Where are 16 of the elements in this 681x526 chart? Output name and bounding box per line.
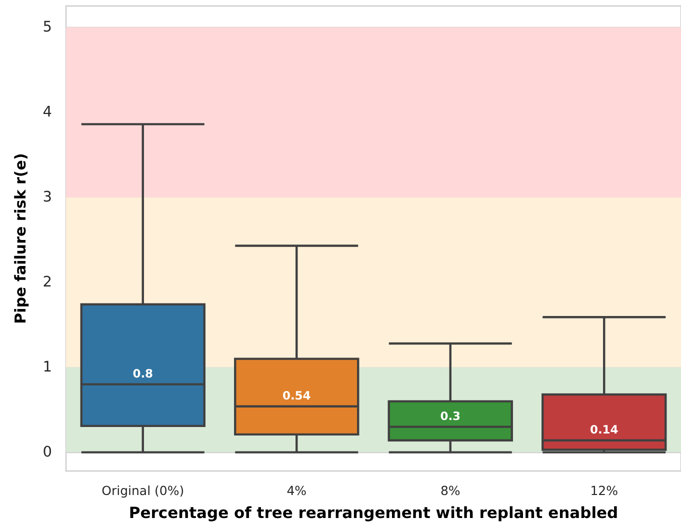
y-tick-label: 0 xyxy=(42,444,52,460)
x-axis-title: Percentage of tree rearrangement with replant enabled xyxy=(128,504,618,522)
y-axis-title: Pipe failure risk r(e) xyxy=(12,153,30,324)
x-tick-label: 4% xyxy=(286,483,307,498)
y-tick-label: 4 xyxy=(42,104,52,120)
y-tick-label: 1 xyxy=(42,359,52,376)
x-tick-label: 12% xyxy=(590,483,618,498)
x-tick-label: 8% xyxy=(440,483,460,498)
y-tick-label: 3 xyxy=(42,189,52,206)
text: 0.14 xyxy=(590,422,618,436)
x-tick-label: Original (0%) xyxy=(102,483,184,498)
text: 0.3 xyxy=(440,408,461,423)
y-tick-label: 2 xyxy=(42,274,52,290)
text: 0.54 xyxy=(282,388,311,402)
text: 0.8 xyxy=(132,366,154,380)
y-tick-label: 5 xyxy=(42,19,52,36)
